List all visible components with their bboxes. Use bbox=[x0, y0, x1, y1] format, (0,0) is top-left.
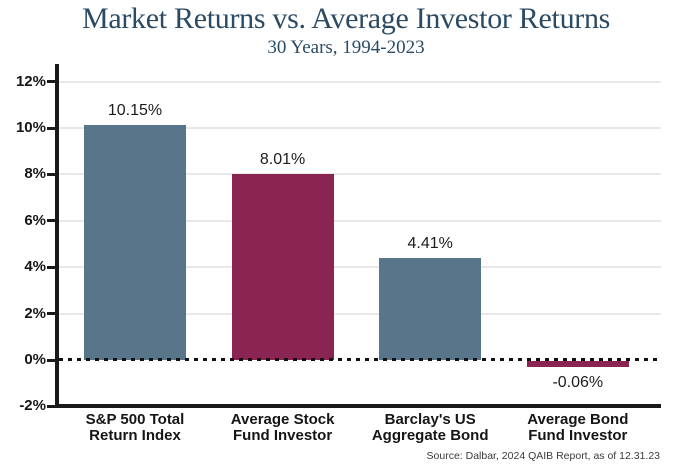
y-tick bbox=[47, 172, 55, 176]
y-tick-label: 6% bbox=[24, 211, 46, 229]
y-tick bbox=[47, 404, 55, 408]
y-tick-label: 10% bbox=[15, 119, 46, 136]
y-axis-line bbox=[55, 64, 59, 408]
bar-barclay-s-us-aggregate-bond bbox=[379, 257, 482, 360]
bar-average-stock-fund-investor bbox=[231, 174, 334, 360]
bar-average-bond-fund-investor bbox=[526, 361, 629, 367]
chart-title: Market Returns vs. Average Investor Retu… bbox=[81, 2, 611, 35]
bar-value-label: 8.01% bbox=[259, 151, 306, 169]
category-label-average-stock-fund-investor: Average Stock Fund Investor bbox=[230, 411, 335, 444]
y-gridline bbox=[59, 80, 661, 83]
y-tick-label: 2% bbox=[24, 304, 46, 322]
bar-value-label: 4.41% bbox=[407, 234, 453, 252]
y-tick bbox=[47, 126, 55, 130]
category-label-s-p-500-total-return-index: S&P 500 Total Return Index bbox=[85, 411, 185, 444]
y-tick-label: 4% bbox=[24, 258, 46, 276]
y-gridline bbox=[59, 219, 661, 222]
x-axis-line bbox=[55, 404, 661, 408]
y-gridline bbox=[59, 173, 661, 176]
y-gridline bbox=[59, 127, 661, 129]
y-tick bbox=[47, 80, 55, 84]
bar-value-label: -0.06% bbox=[552, 374, 604, 391]
y-gridline bbox=[59, 312, 661, 315]
y-tick bbox=[47, 219, 55, 223]
y-tick-label: -2% bbox=[19, 397, 46, 415]
y-tick-label: 12% bbox=[15, 72, 46, 90]
y-tick bbox=[47, 312, 55, 316]
y-gridline bbox=[59, 266, 661, 269]
chart-subtitle: 30 Years, 1994-2023 bbox=[267, 37, 425, 58]
category-label-barclay-s-us-aggregate-bond: Barclay's US Aggregate Bond bbox=[371, 411, 489, 444]
zero-baseline bbox=[59, 358, 661, 361]
y-tick-label: 0% bbox=[24, 351, 46, 368]
bar-value-label: 10.15% bbox=[107, 101, 163, 119]
source-attribution: Source: Dalbar, 2024 QAIB Report, as of … bbox=[426, 450, 660, 462]
y-tick bbox=[47, 358, 55, 362]
y-tick-label: 8% bbox=[24, 165, 46, 183]
bar-s-p-500-total-return-index bbox=[84, 124, 186, 360]
category-label-average-bond-fund-investor: Average Bond Fund Investor bbox=[527, 411, 629, 444]
y-tick bbox=[47, 265, 55, 269]
